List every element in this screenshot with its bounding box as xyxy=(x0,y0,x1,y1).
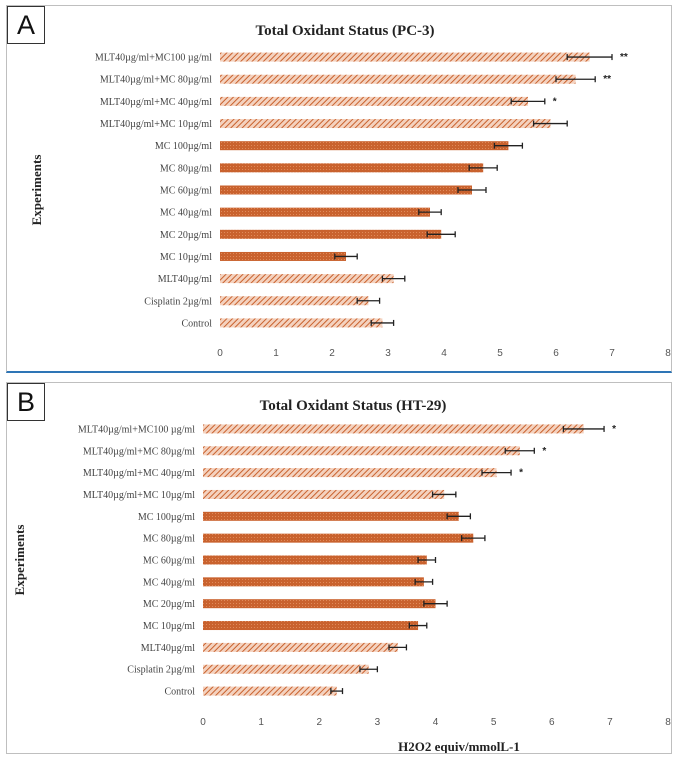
category-label: MLT40µg/ml+MC 10µg/ml xyxy=(100,119,212,130)
bar xyxy=(203,555,427,565)
chart-panel-b: B Total Oxidant Status (HT-29) MLT40µg/ml… xyxy=(6,382,672,754)
bar xyxy=(220,163,484,173)
bar xyxy=(220,52,590,62)
bar xyxy=(203,664,369,674)
category-label: MC 60µg/ml xyxy=(143,556,195,567)
bar xyxy=(220,141,509,151)
chart-title: Total Oxidant Status (HT-29) xyxy=(260,398,447,414)
x-tick-label: 7 xyxy=(609,348,615,359)
y-axis-label: Experiments xyxy=(12,525,27,596)
x-tick-label: 6 xyxy=(553,348,559,359)
bar xyxy=(220,119,551,129)
chart-title: Total Oxidant Status (PC-3) xyxy=(255,23,434,39)
category-label: MC 20µg/ml xyxy=(160,230,212,241)
bar xyxy=(220,185,472,195)
bar xyxy=(220,318,383,328)
bar xyxy=(203,511,459,521)
x-tick-label: 3 xyxy=(385,348,391,359)
category-label: Cisplatin 2µg/ml xyxy=(144,296,212,307)
x-tick-label: 5 xyxy=(491,717,497,728)
x-tick-label: 1 xyxy=(258,717,264,728)
category-label: MLT40µg/ml+MC 80µg/ml xyxy=(100,75,212,86)
x-tick-label: 0 xyxy=(200,717,206,728)
panel-label-b: B xyxy=(7,383,45,421)
x-tick-label: 5 xyxy=(497,348,503,359)
bar xyxy=(220,251,346,261)
category-label: MC 100µg/ml xyxy=(155,141,212,152)
category-label: MC 100µg/ml xyxy=(138,512,195,523)
chart-svg-b: Total Oxidant Status (HT-29) MLT40µg/ml+M… xyxy=(12,398,671,753)
x-tick-label: 8 xyxy=(665,717,671,728)
x-tick-label: 2 xyxy=(316,717,322,728)
bar xyxy=(203,642,398,652)
significance-marker: ** xyxy=(620,52,628,63)
category-label: Control xyxy=(181,318,212,329)
significance-marker: * xyxy=(542,446,546,457)
bar xyxy=(203,489,445,499)
category-label: MC 20µg/ml xyxy=(143,599,195,610)
category-label: MLT40µg/ml+MC 10µg/ml xyxy=(83,490,195,501)
x-tick-label: 6 xyxy=(549,717,555,728)
bar xyxy=(220,74,576,84)
x-tick-label: 7 xyxy=(607,717,613,728)
chart-panel-a: A Total Oxidant Status (PC-3) MLT40µg/ml+… xyxy=(6,5,672,373)
bar xyxy=(220,207,430,217)
category-label: MLT40µg/ml xyxy=(158,274,213,285)
significance-marker: * xyxy=(612,424,616,435)
category-label: MLT40µg/ml+MC 40µg/ml xyxy=(100,97,212,108)
bar xyxy=(220,296,369,306)
y-axis-label: Experiments xyxy=(29,155,44,226)
category-label: MLT40µg/ml+MC 40µg/ml xyxy=(83,468,195,479)
panel-label-a: A xyxy=(7,6,45,44)
category-label: MC 40µg/ml xyxy=(160,208,212,219)
category-label: MC 10µg/ml xyxy=(160,252,212,263)
x-tick-label: 1 xyxy=(273,348,279,359)
bar xyxy=(220,274,394,284)
bar xyxy=(203,621,419,631)
x-tick-label: 4 xyxy=(433,717,439,728)
category-label: MLT40µg/ml+MC100 µg/ml xyxy=(78,424,195,435)
bar xyxy=(203,533,474,543)
bar xyxy=(203,599,436,609)
category-label: MC 60µg/ml xyxy=(160,186,212,197)
category-label: MLT40µg/ml xyxy=(141,643,196,654)
bar xyxy=(220,229,442,239)
category-label: MC 10µg/ml xyxy=(143,621,195,632)
x-tick-label: 4 xyxy=(441,348,447,359)
category-label: Cisplatin 2µg/ml xyxy=(127,665,195,676)
x-axis-label: H2O2 equiv/mmolL-1 xyxy=(398,739,520,753)
x-tick-label: 2 xyxy=(329,348,335,359)
category-label: MC 80µg/ml xyxy=(143,534,195,545)
bar xyxy=(203,686,337,696)
bar xyxy=(203,468,497,478)
x-tick-label: 0 xyxy=(217,348,223,359)
chart-svg-a: Total Oxidant Status (PC-3) MLT40µg/ml+MC… xyxy=(29,23,671,359)
category-label: MC 80µg/ml xyxy=(160,163,212,174)
bar xyxy=(203,446,520,456)
significance-marker: * xyxy=(519,468,523,479)
significance-marker: * xyxy=(553,96,557,107)
significance-marker: ** xyxy=(603,74,611,85)
bar xyxy=(203,577,424,587)
category-label: MC 40µg/ml xyxy=(143,577,195,588)
bar xyxy=(220,96,528,106)
category-label: Control xyxy=(164,687,195,698)
category-label: MLT40µg/ml+MC100 µg/ml xyxy=(95,53,212,64)
x-tick-label: 3 xyxy=(375,717,381,728)
category-label: MLT40µg/ml+MC 80µg/ml xyxy=(83,446,195,457)
bar xyxy=(203,424,584,434)
x-tick-label: 8 xyxy=(665,348,671,359)
